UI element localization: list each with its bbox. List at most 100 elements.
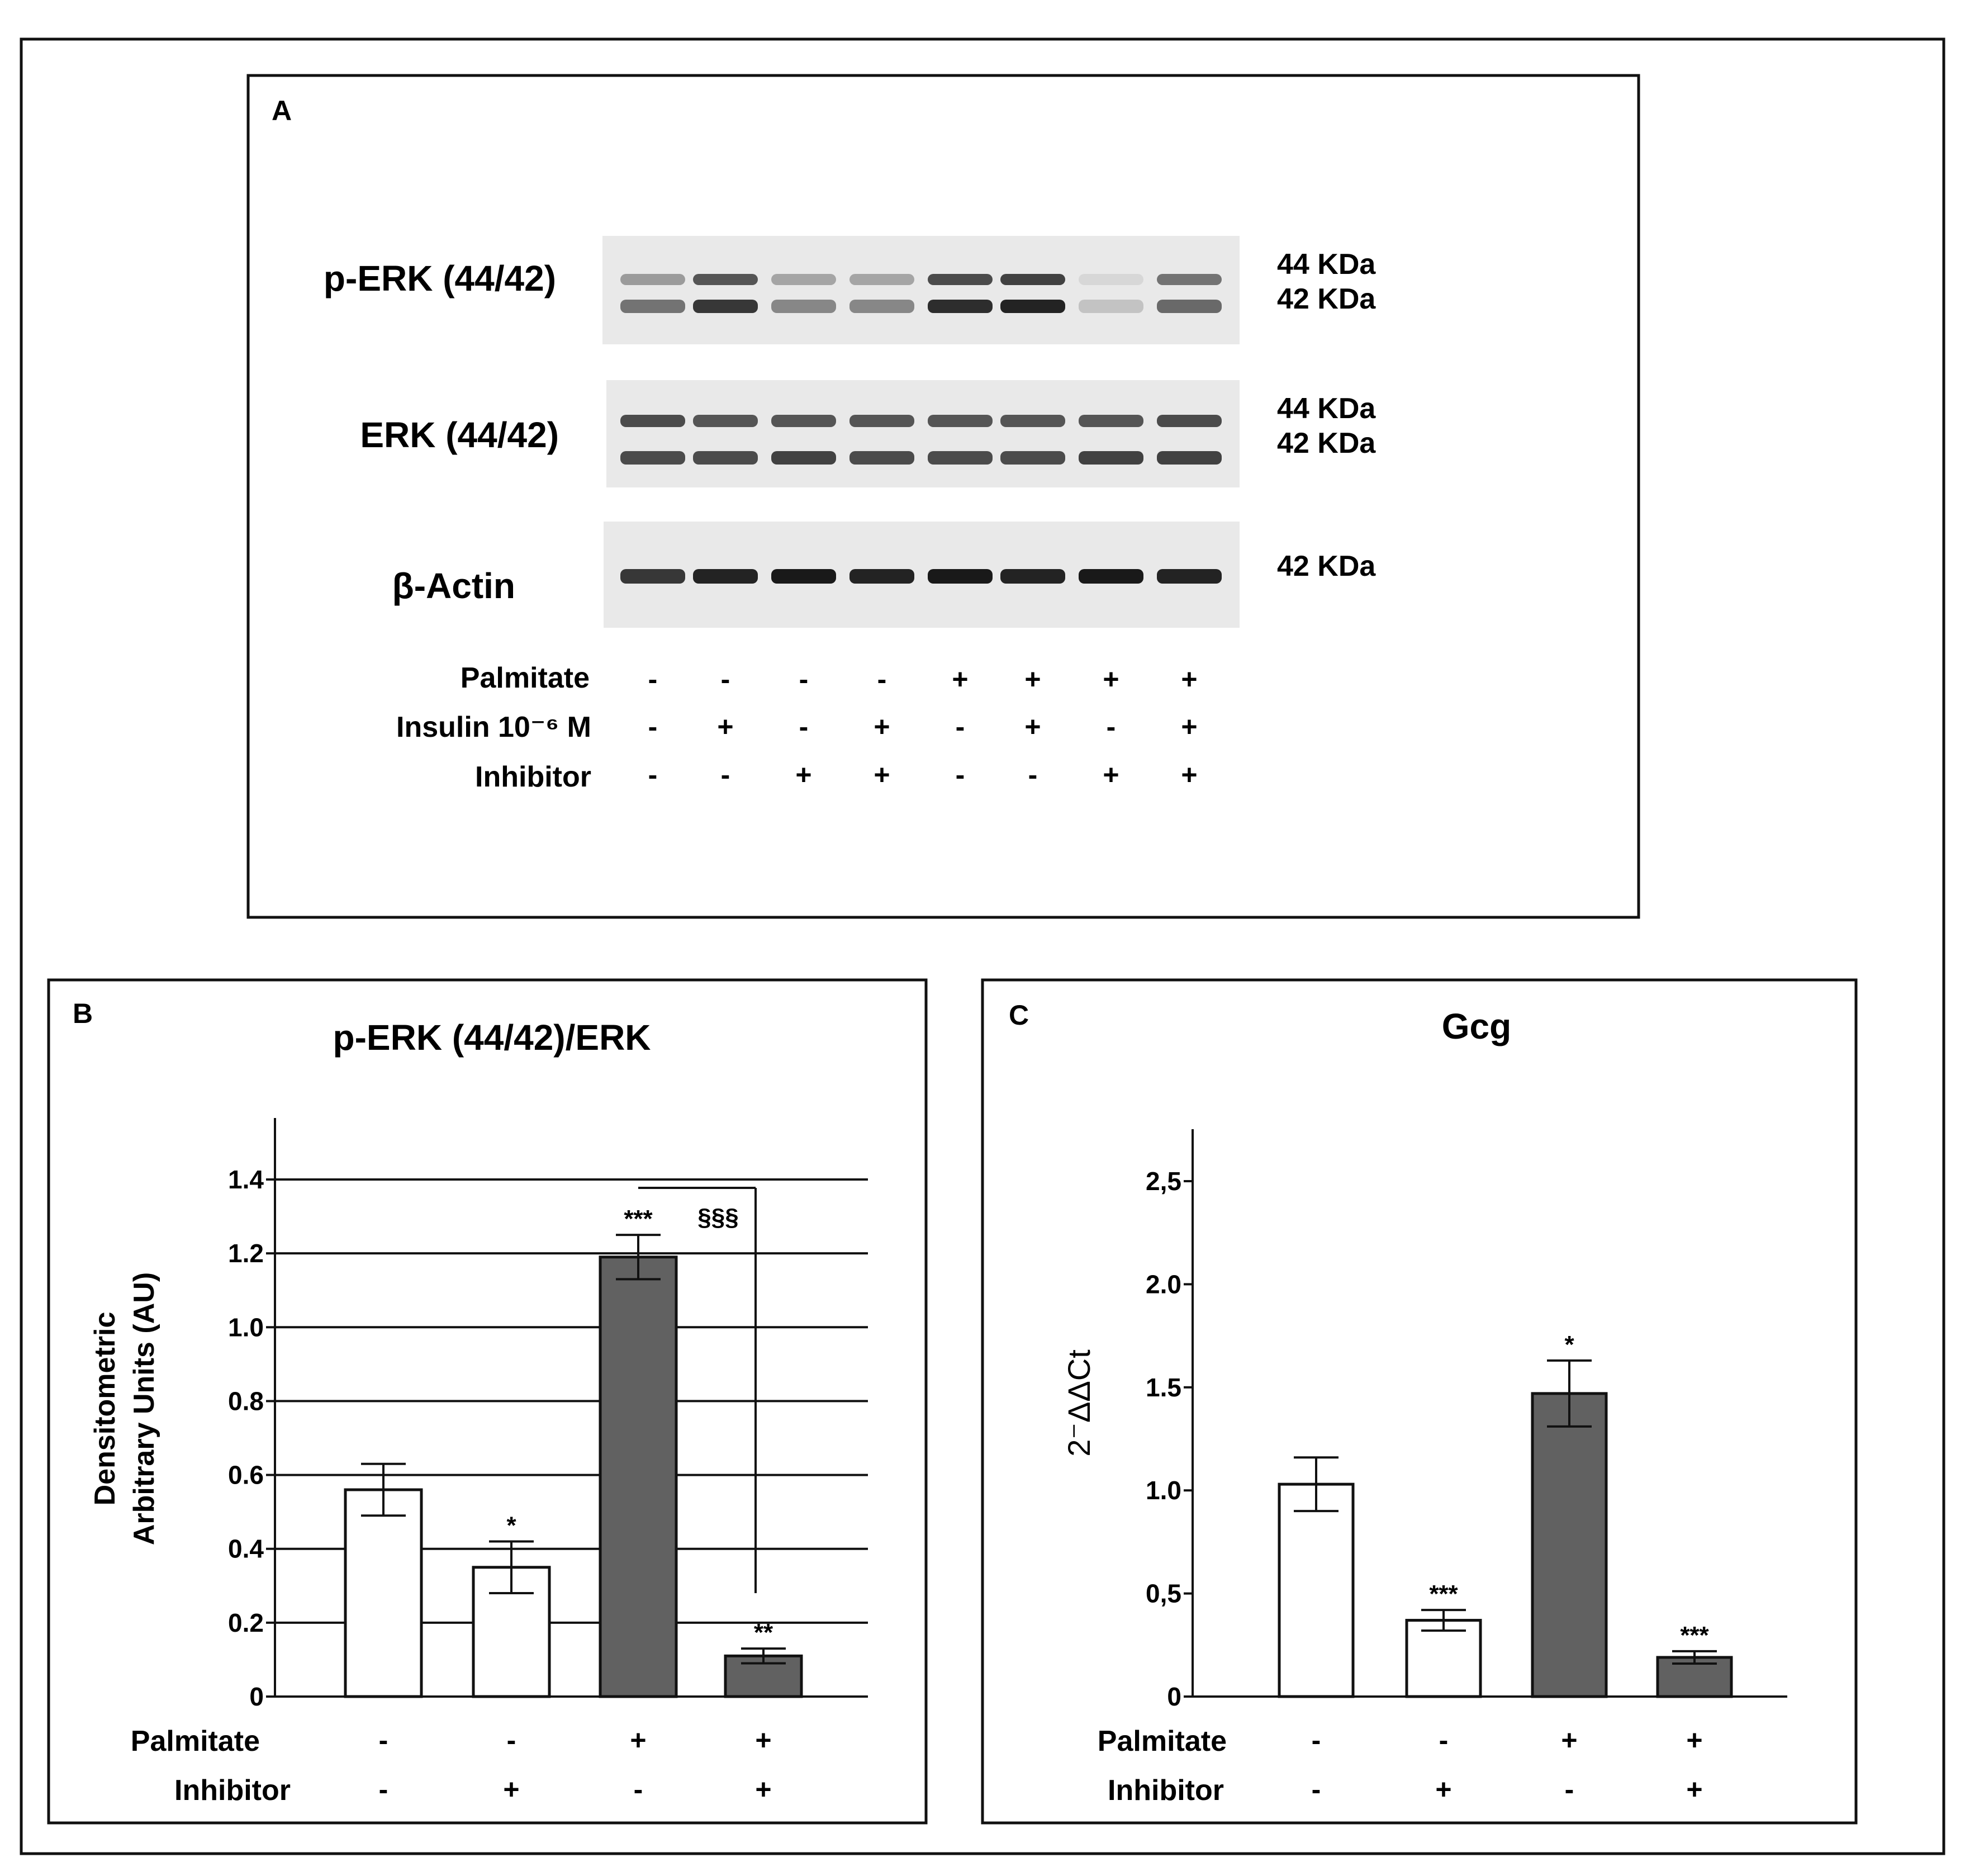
panel-b: B p-ERK (44/42)/ERK Densitometric Arbitr… bbox=[47, 978, 928, 1825]
blot-band bbox=[1000, 451, 1065, 465]
condition-label-palmitate: Palmitate bbox=[461, 662, 590, 694]
blot-band bbox=[771, 415, 836, 427]
condition-sign: + bbox=[1181, 759, 1197, 790]
condition-sign: - bbox=[956, 711, 965, 742]
condition-sign: + bbox=[1103, 759, 1119, 790]
condition-sign: + bbox=[630, 1725, 646, 1756]
condition-sign: + bbox=[1024, 664, 1041, 695]
significance-label: * bbox=[506, 1512, 516, 1539]
chart-title: p-ERK (44/42)/ERK bbox=[333, 1017, 651, 1058]
condition-sign: + bbox=[755, 1774, 771, 1805]
blot-p-erk bbox=[602, 236, 1240, 344]
blot-band bbox=[771, 300, 836, 313]
blot-band bbox=[928, 300, 993, 313]
condition-sign: - bbox=[721, 759, 730, 790]
blot-band bbox=[1157, 415, 1222, 427]
blot-band bbox=[693, 415, 758, 427]
condition-sign: - bbox=[1439, 1725, 1449, 1756]
significance-label: *** bbox=[624, 1205, 653, 1233]
y-tick-label: 2.0 bbox=[1146, 1269, 1181, 1299]
condition-sign: + bbox=[503, 1774, 519, 1805]
panel-c-letter: C bbox=[1009, 999, 1029, 1031]
blot-band bbox=[620, 415, 685, 427]
y-tick-label: 0.8 bbox=[228, 1386, 264, 1415]
condition-sign: + bbox=[755, 1725, 771, 1756]
blot-band bbox=[1000, 274, 1065, 285]
blot-bands bbox=[620, 274, 1222, 584]
significance-label: *** bbox=[1680, 1622, 1709, 1649]
blot-band bbox=[849, 569, 914, 584]
blot-band bbox=[693, 569, 758, 584]
condition-sign: + bbox=[1181, 664, 1197, 695]
figure-frame bbox=[20, 37, 1945, 1855]
condition-sign: + bbox=[1686, 1774, 1702, 1805]
condition-sign: - bbox=[877, 664, 887, 695]
condition-label-palmitate: Palmitate bbox=[131, 1725, 260, 1757]
condition-label-inhibitor: Inhibitor bbox=[174, 1774, 291, 1807]
significance-label: ** bbox=[754, 1619, 773, 1646]
condition-sign: + bbox=[1561, 1725, 1577, 1756]
blot-band bbox=[928, 569, 993, 584]
condition-sign: + bbox=[1103, 664, 1119, 695]
blot-band bbox=[1157, 300, 1222, 313]
blot-band bbox=[771, 274, 836, 285]
blot-band bbox=[928, 415, 993, 427]
condition-sign: - bbox=[721, 664, 730, 695]
panel-c: C Gcg 2⁻ΔΔCt 0 0,5 1.0 1.5 2.0 2,5 - - *** - + * + - *… bbox=[981, 978, 1858, 1825]
condition-sign: - bbox=[1312, 1725, 1321, 1756]
condition-sign: + bbox=[717, 711, 733, 742]
blot-band bbox=[620, 451, 685, 465]
blot-band bbox=[1079, 569, 1143, 584]
panel-a-frame bbox=[246, 74, 1640, 919]
panel-a: A p-ERK (44/42) ERK (44/42) β-Actin 44 K… bbox=[246, 74, 1640, 919]
condition-sign: - bbox=[1028, 759, 1038, 790]
condition-sign: - bbox=[379, 1725, 388, 1756]
condition-sign: + bbox=[1686, 1725, 1702, 1756]
mw-label: 44 KDa bbox=[1277, 248, 1376, 281]
blot-band bbox=[693, 451, 758, 465]
blot-band bbox=[849, 451, 914, 465]
bar bbox=[1531, 1392, 1608, 1698]
condition-sign: - bbox=[648, 759, 658, 790]
y-tick-label: 2,5 bbox=[1146, 1167, 1181, 1196]
blot-band bbox=[928, 274, 993, 285]
significance-label: *** bbox=[1429, 1580, 1458, 1608]
y-axis-label: Densitometric bbox=[89, 1312, 121, 1506]
condition-label-inhibitor: Inhibitor bbox=[475, 761, 591, 793]
blot-label-erk: ERK (44/42) bbox=[360, 415, 559, 455]
blot-band bbox=[1079, 274, 1143, 285]
condition-sign: + bbox=[952, 664, 968, 695]
condition-sign: + bbox=[1435, 1774, 1451, 1805]
y-tick-label: 1.0 bbox=[228, 1313, 264, 1342]
blot-band bbox=[1079, 451, 1143, 465]
blot-band bbox=[1079, 300, 1143, 313]
blot-band bbox=[1079, 415, 1143, 427]
blot-band bbox=[620, 300, 685, 313]
blot-band bbox=[620, 569, 685, 584]
y-tick-label: 0.6 bbox=[228, 1461, 264, 1490]
blot-band bbox=[849, 274, 914, 285]
y-tick-label: 1.4 bbox=[228, 1165, 264, 1194]
blot-band bbox=[693, 274, 758, 285]
blot-band bbox=[1157, 451, 1222, 465]
blot-band bbox=[771, 451, 836, 465]
mw-label: 42 KDa bbox=[1277, 550, 1376, 582]
condition-sign: + bbox=[874, 711, 890, 742]
bracket-label: §§§ bbox=[697, 1204, 738, 1231]
condition-signs: - - - - + + + + - + - + - + - + - - + + - - + + bbox=[648, 664, 1198, 790]
condition-sign: + bbox=[1024, 711, 1041, 742]
bar bbox=[1278, 1482, 1355, 1698]
y-tick-label: 0.4 bbox=[228, 1534, 264, 1564]
blot-band bbox=[693, 300, 758, 313]
y-tick-label: 1.5 bbox=[1146, 1373, 1181, 1402]
condition-sign: - bbox=[956, 759, 965, 790]
condition-sign: + bbox=[795, 759, 811, 790]
chart-title: Gcg bbox=[1442, 1006, 1511, 1046]
y-tick-label: 1.2 bbox=[228, 1239, 264, 1268]
blot-band bbox=[1000, 415, 1065, 427]
mw-label: 44 KDa bbox=[1277, 392, 1376, 425]
panel-a-letter: A bbox=[272, 95, 292, 126]
chart-b-plot: 0 0.2 0.4 0.6 0.8 1.0 1.2 1.4 - - * - + *** + - ** + + §§§ bbox=[228, 1118, 868, 1805]
condition-label-palmitate: Palmitate bbox=[1098, 1725, 1227, 1757]
bar bbox=[344, 1488, 423, 1698]
